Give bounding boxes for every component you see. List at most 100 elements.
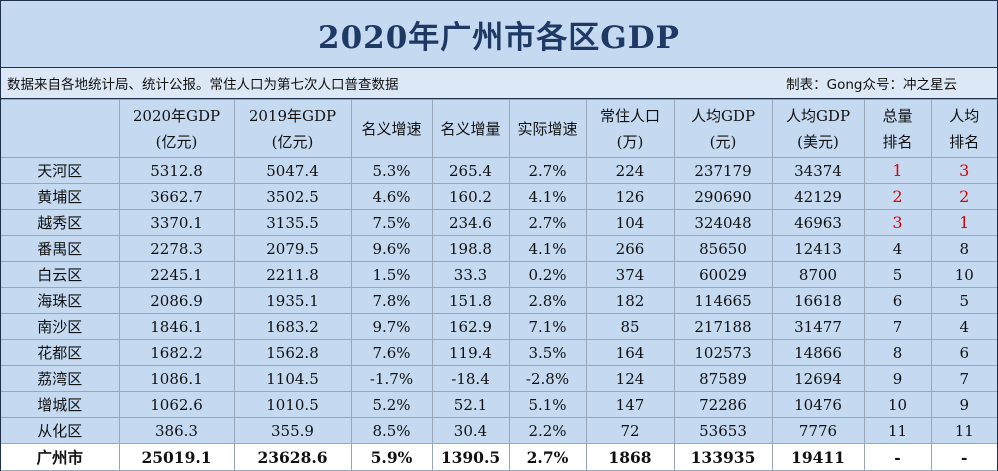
column-header-line2: 排名 xyxy=(882,132,913,151)
column-header-line1: 2019年GDP xyxy=(248,106,337,125)
table-cell: 60029 xyxy=(673,261,773,288)
table-cell: 2086.9 xyxy=(118,287,235,314)
table-cell: 114665 xyxy=(673,287,773,314)
table-cell: 5312.8 xyxy=(118,157,235,184)
table-cell: 8 xyxy=(863,339,932,366)
table-cell: -18.4 xyxy=(431,365,510,392)
table-cell: 119.4 xyxy=(431,339,510,366)
table-cell: 42129 xyxy=(771,183,865,210)
table-cell: 33.3 xyxy=(431,261,510,288)
column-header-line2: (亿元) xyxy=(271,132,314,151)
table-cell: 14866 xyxy=(771,339,865,366)
table-cell: 1 xyxy=(863,157,932,184)
table-cell: 147 xyxy=(585,391,675,418)
table-cell: 9.6% xyxy=(350,235,433,262)
table-cell: 30.4 xyxy=(431,417,510,444)
table-cell: 102573 xyxy=(673,339,773,366)
column-header: 人均 排名 xyxy=(930,99,997,158)
table-cell: 126 xyxy=(585,183,675,210)
table-cell: 7.5% xyxy=(350,209,433,236)
table-cell: 355.9 xyxy=(233,417,352,444)
table-cell: 4 xyxy=(863,235,932,262)
table-cell: 2.8% xyxy=(508,287,587,314)
table-cell: 2 xyxy=(863,183,932,210)
table-cell: 8 xyxy=(930,235,997,262)
total-cell: 23628.6 xyxy=(233,443,352,471)
table-cell: 162.9 xyxy=(431,313,510,340)
table-cell: 7 xyxy=(930,365,997,392)
table-cell: 4.6% xyxy=(350,183,433,210)
table-cell: 2.7% xyxy=(508,209,587,236)
header-row: 2020年GDP (亿元) 2019年GDP (亿元) 名义增速 名义增量 实际增速 常住人口… xyxy=(1,99,997,158)
table-cell: 46963 xyxy=(771,209,865,236)
credit-label: 制表：Gong众号：冲之星云 xyxy=(786,77,957,93)
table-cell: 3.5% xyxy=(508,339,587,366)
table-row: 海珠区 2086.9 1935.1 7.8% 151.8 2.8% 182 114665 166… xyxy=(1,287,997,314)
table-cell: 1.5% xyxy=(350,261,433,288)
district-name-cell: 花都区 xyxy=(1,339,120,366)
table-cell: -1.7% xyxy=(350,365,433,392)
table-cell: 1062.6 xyxy=(118,391,235,418)
table-cell: 5.2% xyxy=(350,391,433,418)
table-cell: 6 xyxy=(930,339,997,366)
table-cell: 324048 xyxy=(673,209,773,236)
table-cell: 16618 xyxy=(771,287,865,314)
column-header-line1: 名义增速 xyxy=(361,119,422,138)
table-cell: 72286 xyxy=(673,391,773,418)
table-cell: 5 xyxy=(930,287,997,314)
column-header: 常住人口 (万) xyxy=(585,99,675,158)
table-cell: 1562.8 xyxy=(233,339,352,366)
table-cell: 3 xyxy=(863,209,932,236)
table-cell: 5047.4 xyxy=(233,157,352,184)
column-header-line1: 2020年GDP xyxy=(132,106,221,125)
table-cell: 5.1% xyxy=(508,391,587,418)
district-name-cell: 越秀区 xyxy=(1,209,120,236)
table-cell: 7.8% xyxy=(350,287,433,314)
table-cell: 237179 xyxy=(673,157,773,184)
table-cell: 7.1% xyxy=(508,313,587,340)
table-cell: 2245.1 xyxy=(118,261,235,288)
table-cell: 386.3 xyxy=(118,417,235,444)
table-cell: 1683.2 xyxy=(233,313,352,340)
table-cell: 2211.8 xyxy=(233,261,352,288)
total-cell: - xyxy=(863,443,932,471)
table-cell: 124 xyxy=(585,365,675,392)
district-name-cell: 从化区 xyxy=(1,417,120,444)
table-cell: 104 xyxy=(585,209,675,236)
district-name-cell: 海珠区 xyxy=(1,287,120,314)
total-cell: 25019.1 xyxy=(118,443,235,471)
total-cell: 1390.5 xyxy=(431,443,510,471)
source-note: 数据来自各地统计局、统计公报。常住人口为第七次人口普查数据 xyxy=(7,77,399,93)
table-cell: 3 xyxy=(930,157,997,184)
table-cell: 198.8 xyxy=(431,235,510,262)
table-cell: 11 xyxy=(930,417,997,444)
total-label-cell: 广州市 xyxy=(1,443,120,471)
table-cell: 5 xyxy=(863,261,932,288)
table-cell: 10 xyxy=(863,391,932,418)
table-cell: 224 xyxy=(585,157,675,184)
table-cell: 3135.5 xyxy=(233,209,352,236)
table-row: 天河区 5312.8 5047.4 5.3% 265.4 2.7% 224 237179 343… xyxy=(1,157,997,184)
column-header: 名义增量 xyxy=(431,99,510,158)
column-header-line1: 常住人口 xyxy=(599,106,660,125)
table-cell: 4 xyxy=(930,313,997,340)
table-cell: 5.3% xyxy=(350,157,433,184)
table-cell: 290690 xyxy=(673,183,773,210)
table-cell: 2278.3 xyxy=(118,235,235,262)
table-row: 花都区 1682.2 1562.8 7.6% 119.4 3.5% 164 102573 148… xyxy=(1,339,997,366)
gdp-table: 2020年GDP (亿元) 2019年GDP (亿元) 名义增速 名义增量 实际增速 常住人口… xyxy=(1,99,997,471)
table-cell: 7 xyxy=(863,313,932,340)
table-row: 从化区 386.3 355.9 8.5% 30.4 2.2% 72 53653 7776 11 11 xyxy=(1,417,997,444)
table-cell: 1935.1 xyxy=(233,287,352,314)
table-cell: 1104.5 xyxy=(233,365,352,392)
table-cell: 2 xyxy=(930,183,997,210)
title-banner: 2020年广州市各区GDP xyxy=(1,1,997,68)
column-header-line1: 人均GDP xyxy=(690,106,756,125)
table-cell: -2.8% xyxy=(508,365,587,392)
table-cell: 1010.5 xyxy=(233,391,352,418)
column-header: 名义增速 xyxy=(350,99,433,158)
table-cell: 4.1% xyxy=(508,235,587,262)
column-header: 总量 排名 xyxy=(863,99,932,158)
total-cell: 2.7% xyxy=(508,443,587,471)
table-cell: 7.6% xyxy=(350,339,433,366)
